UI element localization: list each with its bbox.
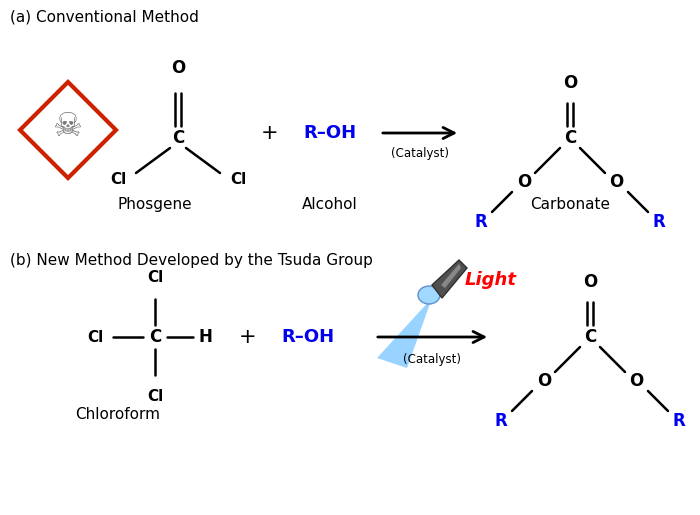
Text: Cl: Cl <box>147 389 163 404</box>
Text: Cl: Cl <box>87 330 103 345</box>
Text: Cl: Cl <box>230 173 246 187</box>
Text: R: R <box>673 412 685 430</box>
Text: C: C <box>564 129 576 147</box>
Text: O: O <box>629 372 643 390</box>
Text: ☠: ☠ <box>53 110 83 143</box>
Text: C: C <box>172 129 184 147</box>
Text: C: C <box>584 328 596 346</box>
Text: +: + <box>239 327 257 347</box>
Text: Alcohol: Alcohol <box>302 197 358 212</box>
Text: Cl: Cl <box>110 173 126 187</box>
Polygon shape <box>377 298 432 368</box>
Text: O: O <box>583 273 597 291</box>
Text: O: O <box>537 372 551 390</box>
Polygon shape <box>432 260 467 298</box>
Text: O: O <box>563 74 577 92</box>
Text: Phosgene: Phosgene <box>118 197 192 212</box>
Text: (a) Conventional Method: (a) Conventional Method <box>10 10 199 25</box>
Text: O: O <box>609 173 623 191</box>
Polygon shape <box>441 264 461 288</box>
Text: (Catalyst): (Catalyst) <box>403 353 461 366</box>
Text: R: R <box>475 213 487 231</box>
Text: Light: Light <box>465 271 517 289</box>
Text: H: H <box>198 328 212 346</box>
Text: (Catalyst): (Catalyst) <box>391 147 449 160</box>
Text: R: R <box>652 213 666 231</box>
Text: O: O <box>517 173 531 191</box>
Text: R: R <box>495 412 508 430</box>
Text: R–OH: R–OH <box>281 328 335 346</box>
Text: +: + <box>261 123 279 143</box>
Text: R–OH: R–OH <box>303 124 356 142</box>
Text: Carbonate: Carbonate <box>530 197 610 212</box>
Text: Chloroform: Chloroform <box>76 407 160 422</box>
Text: (b) New Method Developed by the Tsuda Group: (b) New Method Developed by the Tsuda Gr… <box>10 253 373 268</box>
Text: C: C <box>149 328 161 346</box>
Polygon shape <box>20 82 116 178</box>
Ellipse shape <box>418 286 440 304</box>
Text: Cl: Cl <box>147 270 163 285</box>
Text: O: O <box>171 59 185 77</box>
